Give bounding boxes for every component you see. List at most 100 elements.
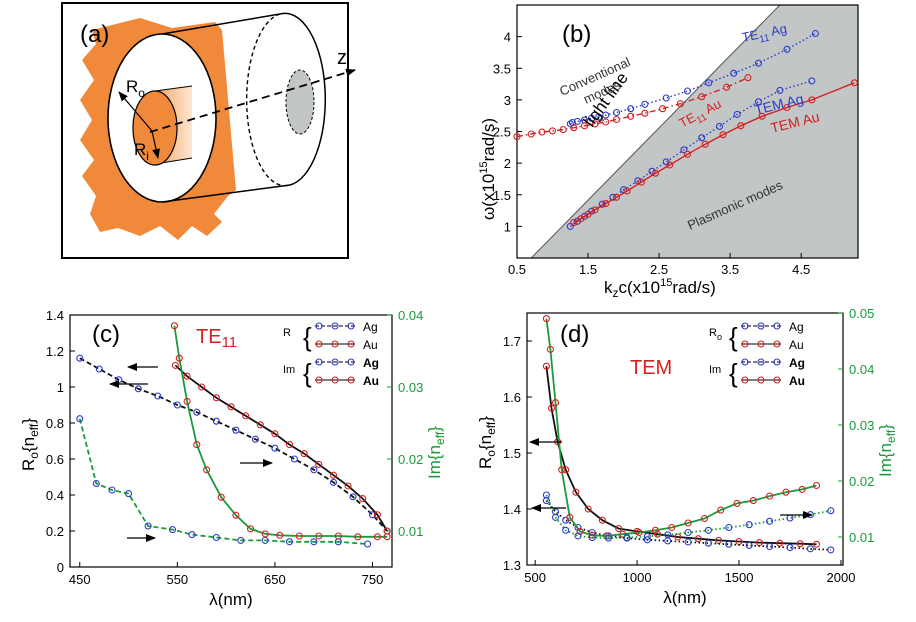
series-au-imag-point <box>700 514 708 523</box>
series-au-real-point <box>212 394 220 402</box>
legend-label: Ag <box>789 320 804 334</box>
series-ag-real-point <box>786 544 794 552</box>
series-ag-real-point <box>704 539 712 547</box>
series-au-real-point <box>615 525 623 533</box>
series-au-imag-point <box>782 488 790 496</box>
legend-marker <box>315 376 323 384</box>
legend-marker <box>331 376 339 384</box>
series-au-real-point <box>315 460 323 468</box>
panel-c-te11: 450 550 650 750 0 0.2 0.4 0.6 0.8 1 1.2 1.4 0.01 0.02… <box>19 308 447 609</box>
inner-core-front <box>132 90 178 166</box>
z-axis-label: z <box>337 47 347 69</box>
series-tem-au-point <box>666 161 674 169</box>
y-tick-label: 0 <box>57 560 64 575</box>
light-line <box>530 4 781 259</box>
series-te11-au-line <box>516 77 749 138</box>
series-ag-real-point <box>806 545 814 553</box>
series-au-imag-point <box>261 530 269 538</box>
series-te11-ag-point <box>683 87 692 95</box>
series-tem-ag-point <box>566 222 574 230</box>
series-te11-ag-point <box>641 100 649 108</box>
series-ag-real-point <box>193 408 201 416</box>
series-tem-ag-line <box>569 80 812 227</box>
series-tem-au-point <box>719 131 727 139</box>
series-ag-imag-point <box>542 491 550 499</box>
x-axis-label: λ(nm) <box>209 590 252 609</box>
legend-marker <box>331 322 339 330</box>
series-au-real-point <box>256 421 264 429</box>
panel-a-label: (a) <box>80 21 109 48</box>
series-te11-ag-point <box>705 79 713 87</box>
series-ag-real-point <box>212 417 220 425</box>
series-au-real-line <box>174 364 388 532</box>
series-te11-ag-point <box>573 117 581 125</box>
series-ag-imag-point <box>92 479 100 488</box>
legend-group2-label: Im <box>283 364 295 376</box>
y2-tick-label: 0.02 <box>849 474 874 489</box>
series-ag-real-point <box>251 435 259 443</box>
series-ag-imag-point <box>562 526 570 534</box>
series-tem-au-point <box>623 187 631 195</box>
x-tick-label: 750 <box>362 572 384 587</box>
series-au-real-line <box>545 366 817 546</box>
cylinder-back-front-arc <box>246 13 291 187</box>
series-ag-imag-point <box>310 538 318 546</box>
y-tick-label: 3 <box>504 93 511 108</box>
series-au-real-point <box>674 533 682 541</box>
y-tick-label: 1 <box>57 380 64 395</box>
legend: R Im {{Ag Au Ag Au <box>283 320 379 388</box>
plot-frame <box>69 314 393 568</box>
legend-label: Ag <box>789 356 805 370</box>
x-tick-label: 1000 <box>623 570 652 585</box>
series-tem-ag-point <box>698 134 706 142</box>
series-ag-real-point <box>134 385 142 393</box>
series-ag-real-point <box>271 444 279 452</box>
series-ag-real-point <box>643 536 651 544</box>
series-ag-imag-line <box>78 418 368 545</box>
legend-label: Au <box>363 374 379 388</box>
legend-brace: { <box>303 322 312 352</box>
series-te11-ag-point <box>612 108 621 117</box>
legend-marker <box>757 376 765 384</box>
series-au-imag-point <box>576 527 584 535</box>
series-ag-real-point <box>349 493 357 501</box>
series-te11-ag-line <box>569 32 816 125</box>
legend-marker <box>757 322 765 330</box>
series-ag-real-point <box>684 538 692 546</box>
series-te11-ag-point <box>662 94 670 102</box>
x-tick-label: 3.5 <box>721 262 739 277</box>
series-te11-ag-point <box>754 59 763 67</box>
legend-group2-label: Im <box>709 364 721 376</box>
series-au-imag-point <box>717 506 725 514</box>
y-tick-label: 1 <box>504 219 511 234</box>
x-axis-label: λ(nm) <box>663 588 706 607</box>
x-tick-label: 450 <box>69 572 91 587</box>
series-ag-imag-point <box>604 534 613 542</box>
panel-b-dispersion: 0.5 1.5 2.5 3.5 4.511.522.533.54 (b)light lin… <box>478 4 859 300</box>
legend-marker <box>347 358 355 366</box>
series-ag-imag-point <box>745 521 753 529</box>
series-tem-ag-point <box>754 98 763 106</box>
series-ag-real-point <box>232 426 240 434</box>
series-au-imag-point <box>373 533 381 541</box>
series-ag-real-point <box>725 540 733 548</box>
y2-tick-label: 0.01 <box>398 524 423 539</box>
outer-radius-label: Ro <box>126 77 145 100</box>
series-tem-ag-point <box>715 122 724 130</box>
series-au-imag-line <box>173 325 388 538</box>
series-ag-real-point <box>329 478 338 486</box>
series-ag-imag-point <box>124 490 133 498</box>
y-tick-label: 1.6 <box>503 390 521 405</box>
series-tem-au-point <box>683 150 692 158</box>
series-tem-au-point <box>612 193 621 201</box>
inner-core-top <box>154 85 193 92</box>
legend-marker <box>331 358 339 366</box>
x-tick-label: 550 <box>166 572 188 587</box>
y2-tick-label: 0.04 <box>398 308 423 323</box>
z-axis-arrow <box>149 68 356 133</box>
series-ag-imag-point <box>643 532 651 540</box>
series-te11-au-point <box>723 83 731 91</box>
series-ag-imag-point <box>285 538 294 546</box>
series-tem-au-line <box>573 82 855 224</box>
